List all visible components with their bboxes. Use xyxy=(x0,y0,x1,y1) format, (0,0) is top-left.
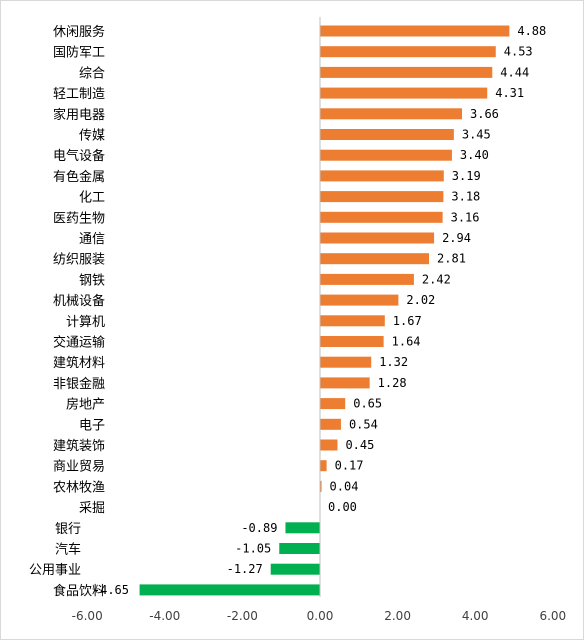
category-label-10: 通信 xyxy=(79,232,105,247)
value-label-22: 0.04 xyxy=(330,479,359,493)
bar-3 xyxy=(320,87,488,99)
bar-27 xyxy=(139,584,320,596)
value-label-25: -1.05 xyxy=(235,542,271,556)
bar-10 xyxy=(320,232,435,244)
category-label-7: 有色金属 xyxy=(53,169,105,185)
bar-22 xyxy=(320,480,322,492)
category-label-3: 轻工制造 xyxy=(53,87,105,102)
bars-group xyxy=(139,25,510,596)
bar-2 xyxy=(320,66,493,78)
x-tick-label-1: -4.00 xyxy=(149,609,180,623)
value-label-5: 3.45 xyxy=(462,128,491,142)
value-label-10: 2.94 xyxy=(442,231,471,245)
bar-14 xyxy=(320,315,385,327)
bar-20 xyxy=(320,439,338,451)
category-label-4: 家用电器 xyxy=(53,107,105,123)
value-label-6: 3.40 xyxy=(460,148,489,162)
bar-6 xyxy=(320,149,452,161)
value-label-13: 2.02 xyxy=(406,293,435,307)
category-label-21: 商业贸易 xyxy=(53,460,105,475)
category-label-2: 综合 xyxy=(79,66,105,81)
value-label-27: -4.65 xyxy=(93,583,129,597)
bar-0 xyxy=(320,25,510,37)
category-label-17: 非银金融 xyxy=(53,376,105,392)
value-label-2: 4.44 xyxy=(500,65,529,79)
category-label-5: 传媒 xyxy=(79,129,105,144)
category-label-8: 化工 xyxy=(79,191,105,206)
x-tick-label-2: -2.00 xyxy=(227,609,258,623)
value-label-7: 3.19 xyxy=(452,169,481,183)
bar-4 xyxy=(320,108,463,120)
category-label-24: 银行 xyxy=(55,522,81,537)
bar-26 xyxy=(270,563,320,575)
category-labels-group: 休闲服务国防军工综合轻工制造家用电器传媒电气设备有色金属化工医药生物通信纺织服装… xyxy=(29,24,105,599)
category-label-22: 农林牧渔 xyxy=(53,480,105,495)
x-tick-label-0: -6.00 xyxy=(72,609,103,623)
category-label-9: 医药生物 xyxy=(53,211,105,226)
value-label-8: 3.18 xyxy=(451,190,480,204)
value-label-12: 2.42 xyxy=(422,272,451,286)
bar-19 xyxy=(320,418,341,430)
category-label-11: 纺织服装 xyxy=(53,253,105,268)
value-label-17: 1.28 xyxy=(378,376,407,390)
value-label-16: 1.32 xyxy=(379,355,408,369)
bar-16 xyxy=(320,356,372,368)
bar-18 xyxy=(320,398,346,410)
category-label-16: 建筑材料 xyxy=(53,355,105,371)
bar-1 xyxy=(320,46,496,58)
bar-9 xyxy=(320,211,443,223)
x-axis-group: -6.00 -4.00 -2.00 0.00 2.00 4.00 6.00 xyxy=(72,17,566,623)
value-label-3: 4.31 xyxy=(495,86,524,100)
category-label-13: 机械设备 xyxy=(53,293,105,309)
category-label-15: 交通运输 xyxy=(53,335,105,351)
category-label-1: 国防军工 xyxy=(53,45,105,61)
x-tick-label-6: 6.00 xyxy=(539,609,566,623)
bar-5 xyxy=(320,129,454,140)
bar-8 xyxy=(320,191,444,203)
value-label-18: 0.65 xyxy=(353,397,382,411)
bar-25 xyxy=(279,543,320,554)
value-label-20: 0.45 xyxy=(345,438,374,452)
category-label-19: 电子 xyxy=(79,418,105,433)
value-label-11: 2.81 xyxy=(437,252,466,266)
x-tick-label-3: 0.00 xyxy=(307,609,334,623)
value-label-4: 3.66 xyxy=(470,107,499,121)
category-label-25: 汽车 xyxy=(55,542,81,558)
value-labels-group: 4.88 4.53 4.44 4.31 3.66 3.45 3.40 3.19 3.18 3.16… xyxy=(93,24,546,597)
value-label-0: 4.88 xyxy=(517,24,546,38)
value-label-1: 4.53 xyxy=(504,45,533,59)
bar-7 xyxy=(320,170,444,182)
bar-13 xyxy=(320,294,399,306)
category-label-18: 房地产 xyxy=(66,397,105,413)
category-label-26: 公用事业 xyxy=(29,563,81,578)
bar-21 xyxy=(320,460,327,472)
category-label-12: 钢铁 xyxy=(79,273,105,288)
value-label-26: -1.27 xyxy=(227,562,263,576)
value-label-9: 3.16 xyxy=(451,210,480,224)
value-label-19: 0.54 xyxy=(349,417,378,431)
bar-17 xyxy=(320,377,370,389)
value-label-14: 1.67 xyxy=(393,314,422,328)
x-tick-label-4: 2.00 xyxy=(384,609,411,623)
category-label-23: 采掘 xyxy=(79,501,105,516)
bar-11 xyxy=(320,253,430,265)
bar-12 xyxy=(320,273,414,285)
value-label-15: 1.64 xyxy=(392,335,421,349)
category-label-14: 计算机 xyxy=(66,315,105,330)
bar-15 xyxy=(320,336,384,347)
value-label-21: 0.17 xyxy=(335,459,364,473)
category-label-0: 休闲服务 xyxy=(53,24,105,40)
category-label-6: 电气设备 xyxy=(53,148,105,164)
bar-24 xyxy=(285,522,320,534)
value-label-23: 0.00 xyxy=(328,500,357,514)
x-tick-label-5: 4.00 xyxy=(462,609,489,623)
category-label-20: 建筑装饰 xyxy=(53,438,105,454)
value-label-24: -0.89 xyxy=(241,521,277,535)
category-label-27: 食品饮料 xyxy=(53,583,105,599)
